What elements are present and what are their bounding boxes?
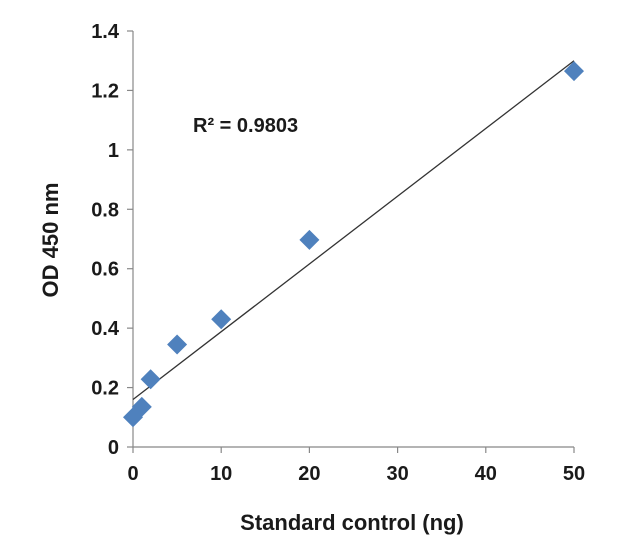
y-tick-label: 0 [108, 437, 119, 459]
y-tick-label: 0.8 [91, 199, 119, 221]
y-ticks: 0 0.2 0.4 0.6 0.8 1 1.2 1.4 [91, 21, 133, 459]
x-tick-label: 10 [210, 463, 232, 485]
y-axis-title: OD 450 nm [38, 183, 63, 298]
x-tick-label: 20 [298, 463, 320, 485]
y-tick-label: 1.4 [91, 21, 120, 43]
y-tick-label: 0.2 [91, 378, 119, 400]
data-point-diamond [131, 396, 152, 417]
x-ticks: 0 10 20 30 40 50 [127, 447, 585, 485]
data-point-diamond [299, 229, 320, 250]
trendline [132, 60, 575, 400]
x-tick-label: 30 [386, 463, 408, 485]
y-tick-label: 1.2 [91, 80, 119, 102]
y-tick-label: 1 [108, 140, 119, 162]
data-point-diamond [211, 309, 232, 330]
y-tick-label: 0.4 [91, 318, 120, 340]
x-tick-label: 0 [127, 463, 138, 485]
y-tick-label: 0.6 [91, 259, 119, 281]
data-point-diamond [140, 369, 161, 390]
x-tick-label: 40 [475, 463, 497, 485]
x-axis-title: Standard control (ng) [240, 510, 464, 535]
trendline-group [132, 60, 575, 400]
x-tick-label: 50 [563, 463, 585, 485]
data-point-diamond [564, 61, 584, 82]
r-squared-annotation: R² = 0.9803 [193, 115, 298, 137]
data-points [123, 61, 584, 428]
axes [132, 31, 574, 448]
data-point-diamond [167, 334, 188, 355]
